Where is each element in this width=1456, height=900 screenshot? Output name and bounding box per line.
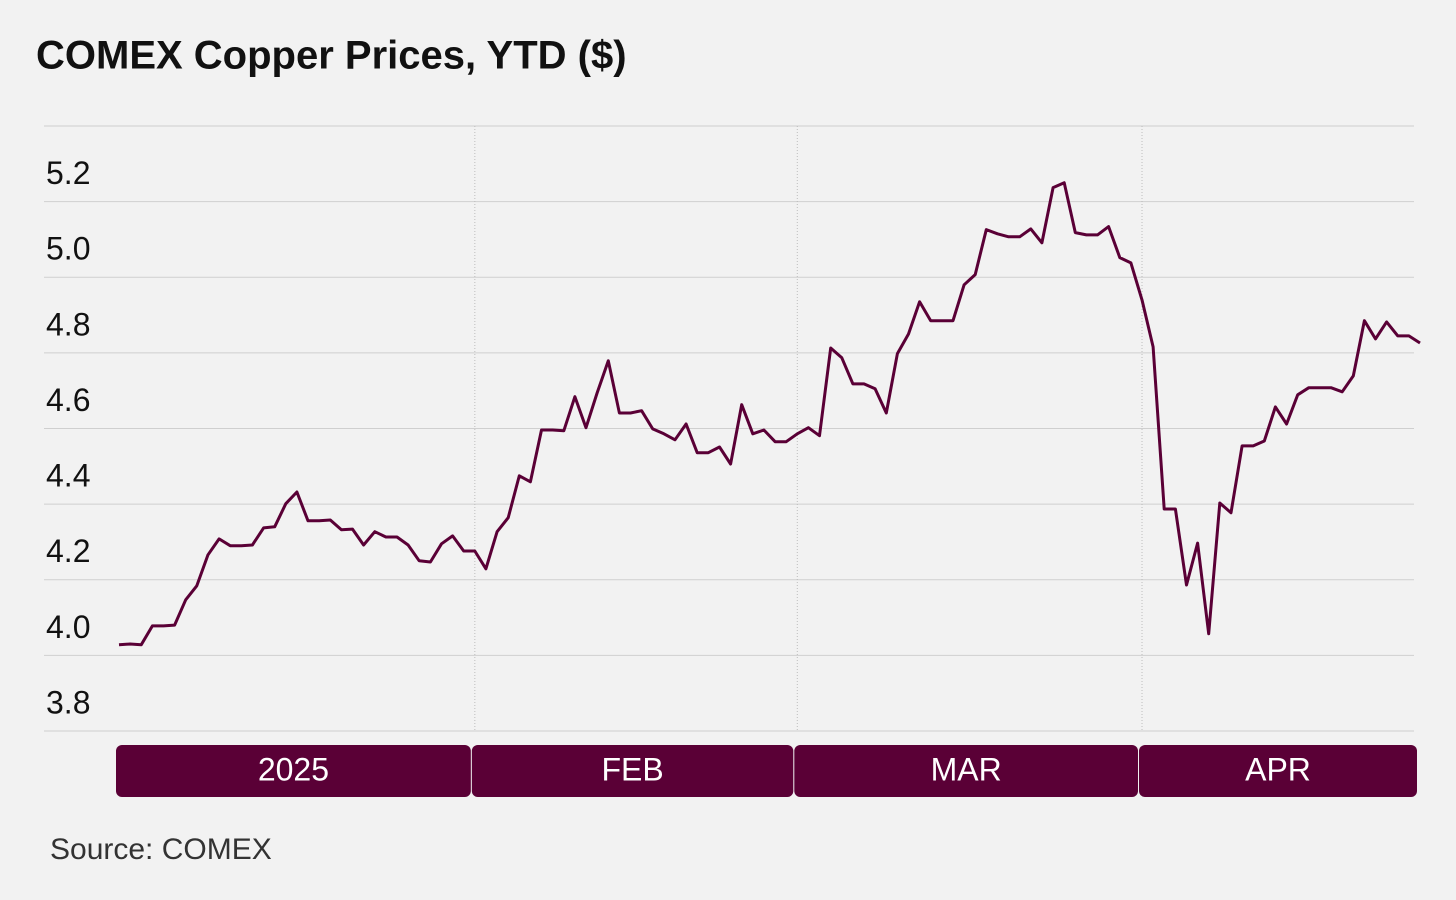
y-tick-label: 5.2: [46, 155, 90, 191]
month-band: [1139, 745, 1417, 797]
chart-title: COMEX Copper Prices, YTD ($): [36, 34, 627, 78]
y-tick-label: 3.8: [46, 684, 90, 720]
x-tick-label: MAR: [931, 751, 1002, 787]
price-line: [118, 181, 1421, 647]
y-tick-label: 4.0: [46, 609, 90, 645]
x-tick-label: FEB: [601, 751, 663, 787]
y-tick-label: 5.0: [46, 231, 90, 267]
month-band: [794, 745, 1139, 797]
y-tick-label: 4.6: [46, 382, 90, 418]
month-band: [471, 745, 794, 797]
y-tick-label: 4.2: [46, 533, 90, 569]
x-tick-label: 2025: [258, 751, 329, 787]
month-band: [116, 745, 471, 797]
y-tick-label: 4.4: [46, 458, 90, 494]
y-tick-label: 4.8: [46, 306, 90, 342]
x-tick-label: APR: [1245, 751, 1311, 787]
source-note: Source: COMEX: [50, 833, 272, 866]
